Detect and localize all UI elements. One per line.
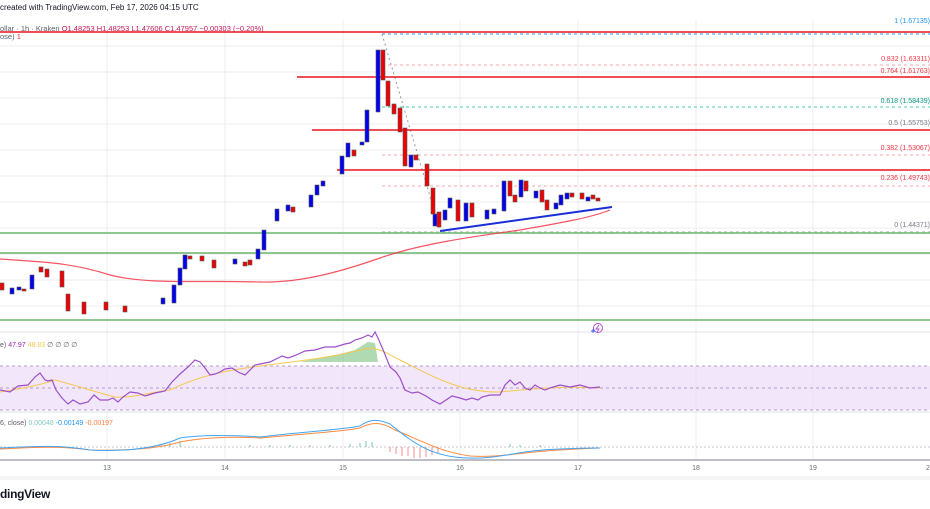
rsi-legend[interactable]: e) 47.97 48.83 ∅ ∅ ∅ ∅ bbox=[0, 341, 77, 349]
fib-label-0382: 0.382 (1.53067) bbox=[880, 145, 930, 152]
macd-line bbox=[0, 419, 601, 459]
chart-credit: created with TradingView.com, Feb 17, 20… bbox=[0, 3, 199, 12]
rsi-line bbox=[0, 330, 601, 405]
fib-label-1: 1 (1.67135) bbox=[894, 18, 930, 25]
x-tick: 16 bbox=[456, 465, 464, 472]
rsi-ma-line bbox=[0, 347, 601, 398]
symbol-legend[interactable]: ollar · 1h · Kraken O1.48253 H1.48253 L1… bbox=[0, 24, 264, 33]
ohlc-high: H1.48253 bbox=[96, 24, 130, 33]
rsi-extra: ∅ ∅ ∅ ∅ bbox=[47, 342, 78, 349]
macd-legend[interactable]: 6, close) 0.00048 -0.00149 -0.00197 bbox=[0, 420, 113, 427]
x-tick: 13 bbox=[103, 465, 111, 472]
fib-label-0764: 0.764 (1.61763) bbox=[880, 68, 930, 75]
ohlc-low: L1.47606 bbox=[131, 24, 163, 33]
macd-hist-value: 0.00048 bbox=[28, 420, 54, 427]
ohlc-open: O1.48253 bbox=[61, 24, 95, 33]
resistance-lines[interactable] bbox=[0, 31, 930, 171]
fib-label-0: 0 (1.44371) bbox=[894, 222, 930, 229]
sma-value: 1 bbox=[16, 32, 21, 41]
macd-value: -0.00149 bbox=[55, 420, 84, 427]
sma-label: ose) bbox=[0, 32, 15, 41]
ohlc-change: −0.00303 (−0.20%) bbox=[199, 24, 264, 33]
rsi-value: 47.97 bbox=[8, 342, 26, 349]
support-lines[interactable] bbox=[0, 232, 930, 321]
fib-label-0618: 0.618 (1.58439) bbox=[880, 98, 930, 105]
macd-histogram-neg bbox=[389, 447, 439, 458]
macd-histogram bbox=[159, 441, 541, 447]
fib-retracement[interactable] bbox=[381, 33, 930, 233]
rsi-ma-value: 48.83 bbox=[27, 342, 46, 349]
x-tick: 17 bbox=[574, 465, 582, 472]
rsi-label: e) bbox=[0, 342, 7, 349]
candlesticks bbox=[0, 49, 601, 315]
x-tick: 15 bbox=[339, 465, 347, 472]
sma-line bbox=[0, 209, 611, 283]
x-tick: 18 bbox=[692, 465, 700, 472]
macd-label: 6, close) bbox=[0, 420, 27, 427]
sma-legend[interactable]: ose) 1 bbox=[0, 32, 21, 41]
fib-label-05: 0.5 (1.55753) bbox=[888, 120, 930, 127]
x-tick: 14 bbox=[221, 465, 229, 472]
x-tick: 19 bbox=[809, 465, 817, 472]
fib-label-0832: 0.832 (1.63311) bbox=[881, 56, 930, 63]
x-tick: 2 bbox=[926, 465, 930, 472]
macd-signal-value: -0.00197 bbox=[85, 420, 113, 427]
lightning-alert-icon[interactable] bbox=[591, 323, 603, 334]
tradingview-logo: dingView bbox=[0, 487, 51, 501]
fib-label-0236: 0.236 (1.49743) bbox=[880, 175, 930, 182]
support-trendline[interactable] bbox=[439, 206, 613, 232]
symbol-name: ollar · 1h · Kraken bbox=[0, 24, 60, 33]
macd-signal-line bbox=[0, 423, 601, 457]
ohlc-close: C1.47957 bbox=[164, 24, 198, 33]
rsi-overbought-fill bbox=[300, 342, 378, 362]
